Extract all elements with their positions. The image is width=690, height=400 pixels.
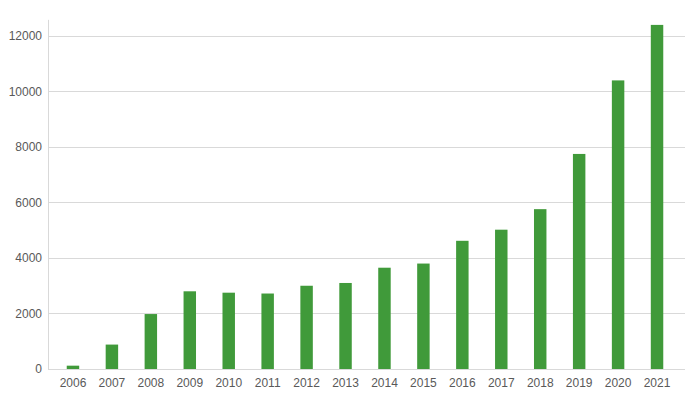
- bar: [495, 230, 507, 369]
- x-tick-label: 2012: [293, 376, 320, 390]
- y-tick-label: 12000: [9, 29, 43, 43]
- x-tick: 2010: [215, 369, 242, 390]
- x-tick-label: 2014: [371, 376, 398, 390]
- grid-line: [48, 369, 685, 370]
- x-tick-label: 2009: [176, 376, 203, 390]
- chart-container: 0200040006000800010000120002006200720082…: [0, 0, 690, 400]
- x-tick: 2013: [332, 369, 359, 390]
- x-tick-label: 2007: [99, 376, 126, 390]
- y-tick-label: 2000: [15, 307, 42, 321]
- grid-line: [48, 258, 685, 259]
- x-axis-line: [54, 369, 677, 370]
- bar: [300, 286, 312, 369]
- y-tick-label: 0: [35, 362, 42, 376]
- y-tick-label: 4000: [15, 251, 42, 265]
- y-tick: 0: [35, 362, 48, 376]
- x-tick-label: 2013: [332, 376, 359, 390]
- x-tick-label: 2018: [527, 376, 554, 390]
- x-tick: 2014: [371, 369, 398, 390]
- bar: [417, 264, 429, 369]
- bar: [222, 293, 234, 369]
- bar: [184, 291, 196, 369]
- x-tick-label: 2006: [60, 376, 87, 390]
- x-tick: 2007: [99, 369, 126, 390]
- grid: [48, 36, 685, 369]
- y-tick: 12000: [9, 29, 48, 43]
- chart-svg: 0200040006000800010000120002006200720082…: [0, 0, 690, 400]
- grid-line: [48, 202, 685, 203]
- bar: [534, 209, 546, 369]
- y-tick: 4000: [15, 251, 48, 265]
- bar: [378, 268, 390, 369]
- x-tick: 2020: [605, 369, 632, 390]
- y-axis-line: [48, 20, 49, 370]
- x-tick-label: 2021: [644, 376, 671, 390]
- grid-line: [48, 36, 685, 37]
- x-tick: 2015: [410, 369, 437, 390]
- x-tick: 2009: [176, 369, 203, 390]
- grid-line: [48, 91, 685, 92]
- y-tick-label: 8000: [15, 140, 42, 154]
- bar: [339, 283, 351, 369]
- x-tick-label: 2008: [137, 376, 164, 390]
- y-tick: 10000: [9, 85, 48, 99]
- x-tick: 2008: [137, 369, 164, 390]
- bar: [573, 154, 585, 369]
- x-tick-label: 2020: [605, 376, 632, 390]
- y-tick-label: 6000: [15, 196, 42, 210]
- bar: [456, 241, 468, 369]
- x-tick-label: 2010: [215, 376, 242, 390]
- x-tick: 2018: [527, 369, 554, 390]
- grid-line: [48, 147, 685, 148]
- x-axis: 2006 2007 2008 2009 2010 2011 2012 2013 2014 2015…: [54, 369, 677, 390]
- y-tick: 8000: [15, 140, 48, 154]
- x-tick: 2006: [60, 369, 87, 390]
- x-tick-label: 2019: [566, 376, 593, 390]
- bar: [261, 294, 273, 369]
- x-tick: 2012: [293, 369, 320, 390]
- y-tick: 2000: [15, 307, 48, 321]
- bars: [67, 25, 664, 369]
- bar: [612, 80, 624, 369]
- bar: [106, 345, 118, 369]
- bar: [67, 366, 79, 369]
- x-tick: 2011: [255, 369, 281, 390]
- x-tick: 2019: [566, 369, 593, 390]
- x-tick-label: 2011: [255, 376, 281, 390]
- x-tick: 2021: [644, 369, 671, 390]
- x-tick-label: 2017: [488, 376, 515, 390]
- y-axis: 0 2000 4000 6000 8000 10000 12000: [9, 20, 49, 376]
- x-tick-label: 2015: [410, 376, 437, 390]
- bar: [651, 25, 663, 369]
- y-tick-label: 10000: [9, 85, 43, 99]
- y-tick: 6000: [15, 196, 48, 210]
- bar: [145, 314, 157, 369]
- x-tick: 2016: [449, 369, 476, 390]
- x-tick-label: 2016: [449, 376, 476, 390]
- grid-line: [48, 313, 685, 314]
- x-tick: 2017: [488, 369, 515, 390]
